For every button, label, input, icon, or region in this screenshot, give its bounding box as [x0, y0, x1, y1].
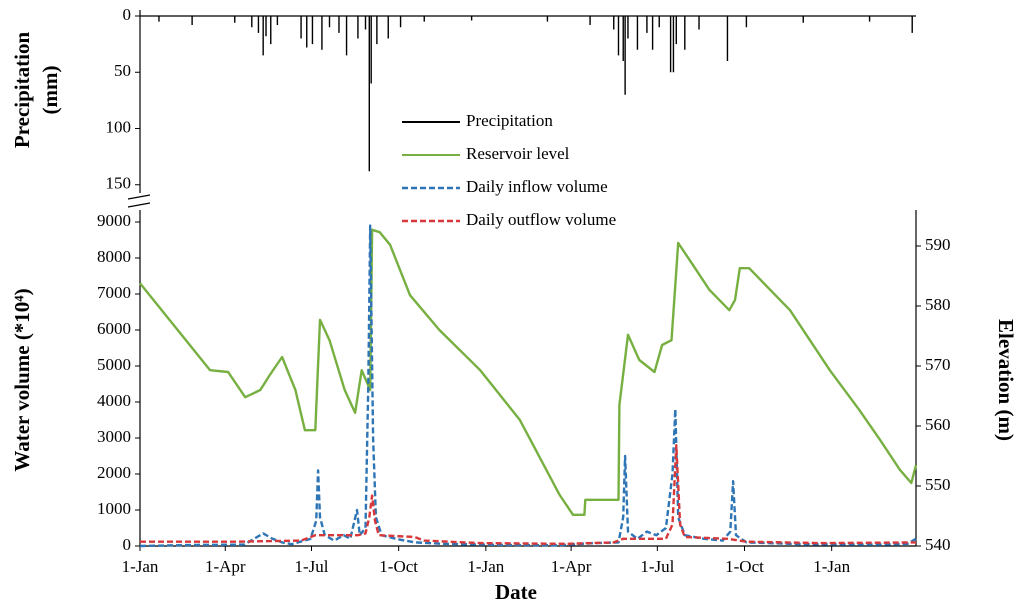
x-tick-label: 1-Jan — [467, 557, 504, 576]
x-tick-label: 1-Jul — [640, 557, 674, 576]
y2-tick-label: 590 — [925, 235, 951, 254]
precipitation-bar — [622, 16, 624, 61]
x-tick-label: 1-Oct — [379, 557, 418, 576]
precipitation-bar — [698, 16, 700, 30]
legend-label: Daily inflow volume — [466, 177, 608, 196]
precipitation-bar — [387, 16, 389, 39]
y-tick-label: 9000 — [97, 211, 131, 230]
precipitation-bar — [726, 16, 729, 61]
y2-tick-label: 580 — [925, 295, 951, 314]
axis-break — [127, 194, 151, 200]
precipitation-bar — [802, 16, 804, 23]
precipitation-bar — [636, 16, 639, 50]
series-line — [140, 444, 917, 545]
y-tick-label: 2000 — [97, 463, 131, 482]
precipitation-bar — [675, 16, 677, 45]
precipitation-bar — [251, 16, 253, 28]
y2-tick-label: 570 — [925, 355, 951, 374]
precipitation-bar — [276, 16, 279, 25]
precipitation-bar — [257, 16, 260, 33]
precipitation-bar — [345, 16, 348, 56]
precipitation-bar — [311, 16, 314, 45]
precipitation-bar — [357, 16, 359, 39]
precipitation-bar — [546, 16, 549, 22]
precipitation-bar — [684, 16, 686, 50]
precipitation-bar — [370, 16, 372, 84]
precipitation-bar — [234, 16, 236, 23]
y2-tick-label: 550 — [925, 475, 951, 494]
precipitation-bar — [470, 16, 473, 21]
legend-label: Precipitation — [466, 111, 553, 130]
y-tick-label: 3000 — [97, 427, 131, 446]
x-axis-label: Date — [495, 580, 537, 604]
precipitation-bar — [911, 16, 913, 33]
precipitation-bar — [321, 16, 323, 50]
precipitation-bar — [338, 16, 340, 33]
precipitation-bar — [270, 16, 272, 45]
precipitation-bar — [328, 16, 331, 28]
x-tick-label: 1-Apr — [551, 557, 592, 576]
y-tick-label: 100 — [106, 117, 132, 136]
y-tick-label: 6000 — [97, 319, 131, 338]
precip-axis-label: (mm) — [38, 66, 62, 115]
x-tick-label: 1-Jan — [813, 557, 850, 576]
precipitation-bar — [672, 16, 675, 73]
precipitation-bar — [399, 16, 402, 28]
series-line — [139, 224, 917, 548]
y-tick-label: 8000 — [97, 247, 131, 266]
y-tick-label: 50 — [114, 61, 131, 80]
precipitation-bar — [368, 16, 370, 172]
y-tick-label: 0 — [123, 5, 132, 24]
precipitation-bar — [364, 16, 367, 30]
axis-break — [127, 202, 151, 208]
precipitation-bar — [613, 16, 615, 30]
precipitation-bar — [423, 16, 425, 22]
y-tick-label: 4000 — [97, 391, 131, 410]
precip-axis-label: Precipitation — [10, 32, 34, 149]
precipitation-bar — [868, 16, 871, 22]
precipitation-bar — [617, 16, 620, 56]
precipitation-bar — [651, 16, 654, 50]
series-line — [139, 228, 918, 516]
y-tick-label: 150 — [106, 174, 132, 193]
y2-axis-label: Elevation (m) — [994, 319, 1018, 441]
y2-tick-label: 540 — [925, 535, 951, 554]
x-tick-label: 1-Oct — [725, 557, 764, 576]
precipitation-bar — [627, 16, 629, 39]
precipitation-bar — [745, 16, 748, 28]
precipitation-bar — [589, 16, 591, 25]
legend-label: Reservoir level — [466, 144, 570, 163]
precipitation-bar — [191, 16, 193, 25]
precipitation-bar — [265, 16, 267, 37]
precipitation-bar — [658, 16, 660, 28]
precipitation-bar — [306, 16, 308, 48]
precipitation-bar — [300, 16, 302, 39]
y-axis-label: Water volume (*10⁴) — [10, 288, 34, 471]
legend-label: Daily outflow volume — [466, 210, 616, 229]
precipitation-bar — [669, 16, 672, 73]
y-tick-label: 7000 — [97, 283, 131, 302]
x-tick-label: 1-Apr — [205, 557, 246, 576]
precipitation-bar — [646, 16, 648, 33]
precipitation-bar — [376, 16, 378, 45]
y2-tick-label: 560 — [925, 415, 951, 434]
x-tick-label: 1-Jan — [122, 557, 159, 576]
y-tick-label: 0 — [123, 535, 132, 554]
precipitation-bar — [624, 16, 626, 95]
precipitation-bar — [158, 16, 160, 22]
x-tick-label: 1-Jul — [294, 557, 328, 576]
y-tick-label: 5000 — [97, 355, 131, 374]
precipitation-bar — [262, 16, 264, 56]
y-tick-label: 1000 — [97, 499, 131, 518]
